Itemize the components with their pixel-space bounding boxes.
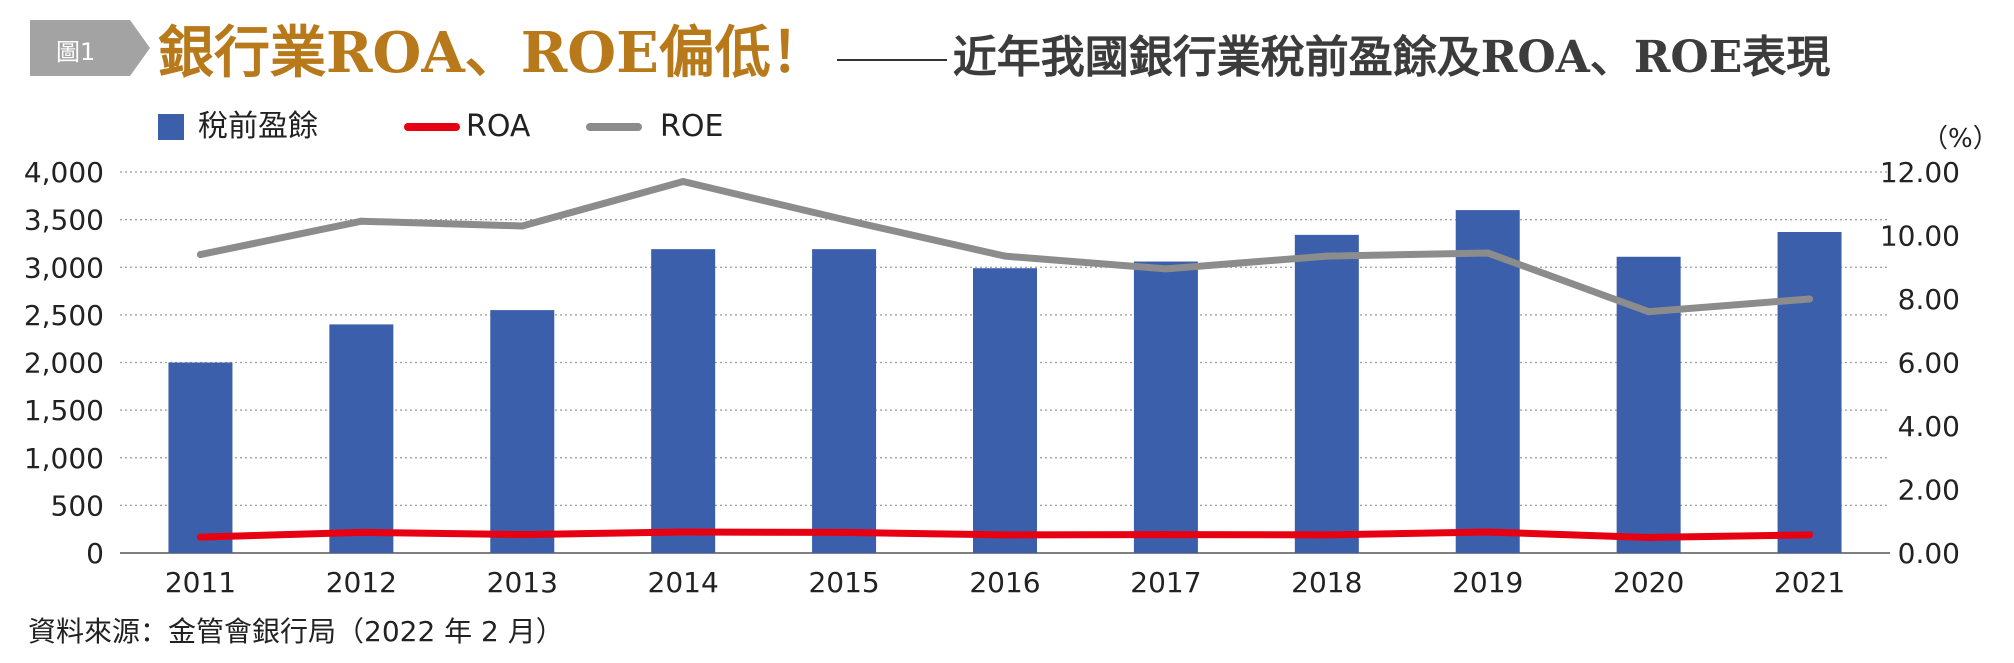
title-sub: 近年我國銀行業稅前盈餘及ROA、ROE表現: [952, 32, 1831, 83]
y-right-tick-label: 2.00: [1898, 474, 1960, 507]
y-left-tick-label: 4,000: [24, 156, 104, 189]
x-tick-label: 2015: [808, 566, 879, 599]
roa-line-point-2021: [1806, 531, 1814, 539]
roe-line-point-2017: [1162, 265, 1170, 273]
x-tick-label: 2012: [326, 566, 397, 599]
x-tick-label: 2011: [165, 566, 236, 599]
roe-line-point-2021: [1806, 295, 1814, 303]
roa-line-point-2011: [196, 533, 204, 541]
bar-2017: [1133, 261, 1198, 553]
roa-line-point-2013: [518, 531, 526, 539]
roe-line-point-2014: [679, 178, 687, 186]
x-tick-label: 2017: [1130, 566, 1201, 599]
legend-swatch-roe: [586, 123, 642, 131]
roa-line-point-2020: [1645, 533, 1653, 541]
legend-swatch-bar: [158, 114, 184, 140]
header: 圖1 銀行業ROA、ROE偏低！ 近年我國銀行業稅前盈餘及ROA、ROE表現: [0, 0, 2014, 100]
bar-2016: [973, 268, 1037, 553]
roe-line-point-2015: [840, 216, 848, 224]
x-tick-label: 2016: [969, 566, 1040, 599]
roa-line-point-2015: [840, 528, 848, 536]
figure-tag-arrow: [30, 20, 150, 76]
y-right-tick-label: 0.00: [1898, 537, 1960, 570]
x-tick-label: 2020: [1613, 566, 1684, 599]
roa-line-point-2012: [357, 528, 365, 536]
bar-2018: [1294, 234, 1359, 554]
x-tick-label: 2014: [648, 566, 719, 599]
bar-2011: [168, 362, 233, 553]
roa-line-point-2017: [1162, 531, 1170, 539]
roe-line-point-2011: [196, 251, 204, 259]
y-right-tick-label: 10.00: [1880, 220, 1960, 253]
roe-line-point-2020: [1645, 308, 1653, 316]
title-dash: [836, 58, 947, 61]
bar-2013: [490, 310, 555, 553]
roe-line-point-2013: [518, 222, 526, 230]
legend-label-roe: ROE: [660, 109, 724, 144]
roa-line-point-2018: [1323, 531, 1331, 539]
x-tick-label: 2019: [1452, 566, 1523, 599]
y-left-tick-label: 2,000: [24, 347, 104, 380]
y-left-tick-label: 1,500: [24, 394, 104, 427]
y-right-tick-label: 12.00: [1880, 156, 1960, 189]
y-left-tick-label: 3,500: [24, 204, 104, 237]
roa-line-point-2016: [1001, 531, 1009, 539]
x-tick-label: 2021: [1774, 566, 1845, 599]
title-main: 銀行業ROA、ROE偏低！: [158, 20, 827, 86]
y-right-tick-label: 6.00: [1898, 347, 1960, 380]
x-tick-label: 2013: [487, 566, 558, 599]
y-right-tick-label: 8.00: [1898, 283, 1960, 316]
roe-line-point-2019: [1484, 249, 1492, 257]
legend-label-roa: ROA: [466, 109, 531, 144]
right-axis-unit: （%）: [1922, 124, 1999, 154]
legend-label-bar: 稅前盈餘: [198, 109, 318, 144]
y-left-tick-label: 0: [86, 537, 104, 570]
bar-2015: [812, 249, 877, 553]
source-note: 資料來源：金管會銀行局（2022 年 2 月）: [28, 615, 564, 648]
y-left-tick-label: 3,000: [24, 251, 104, 284]
y-left-tick-label: 1,000: [24, 442, 104, 475]
y-left-tick-label: 500: [51, 489, 104, 522]
bar-2019: [1455, 210, 1520, 553]
roe-line-point-2016: [1001, 252, 1009, 260]
bar-2012: [329, 324, 394, 553]
figure-tag: 圖1: [30, 20, 150, 76]
roa-line-point-2019: [1484, 528, 1492, 536]
bar-2021: [1777, 232, 1842, 553]
figure-tag-label: 圖1: [56, 38, 96, 66]
bar-2014: [651, 249, 716, 553]
x-tick-label: 2018: [1291, 566, 1362, 599]
y-right-tick-label: 4.00: [1898, 410, 1960, 443]
roe-line-point-2012: [357, 217, 365, 225]
y-left-tick-label: 2,500: [24, 299, 104, 332]
legend-swatch-roa: [404, 123, 460, 131]
roe-line-point-2018: [1323, 252, 1331, 260]
page-title: 銀行業ROA、ROE偏低！ 近年我國銀行業稅前盈餘及ROA、ROE表現: [158, 8, 1830, 89]
roa-line-point-2014: [679, 528, 687, 536]
figure-tag-shape: [30, 20, 150, 76]
